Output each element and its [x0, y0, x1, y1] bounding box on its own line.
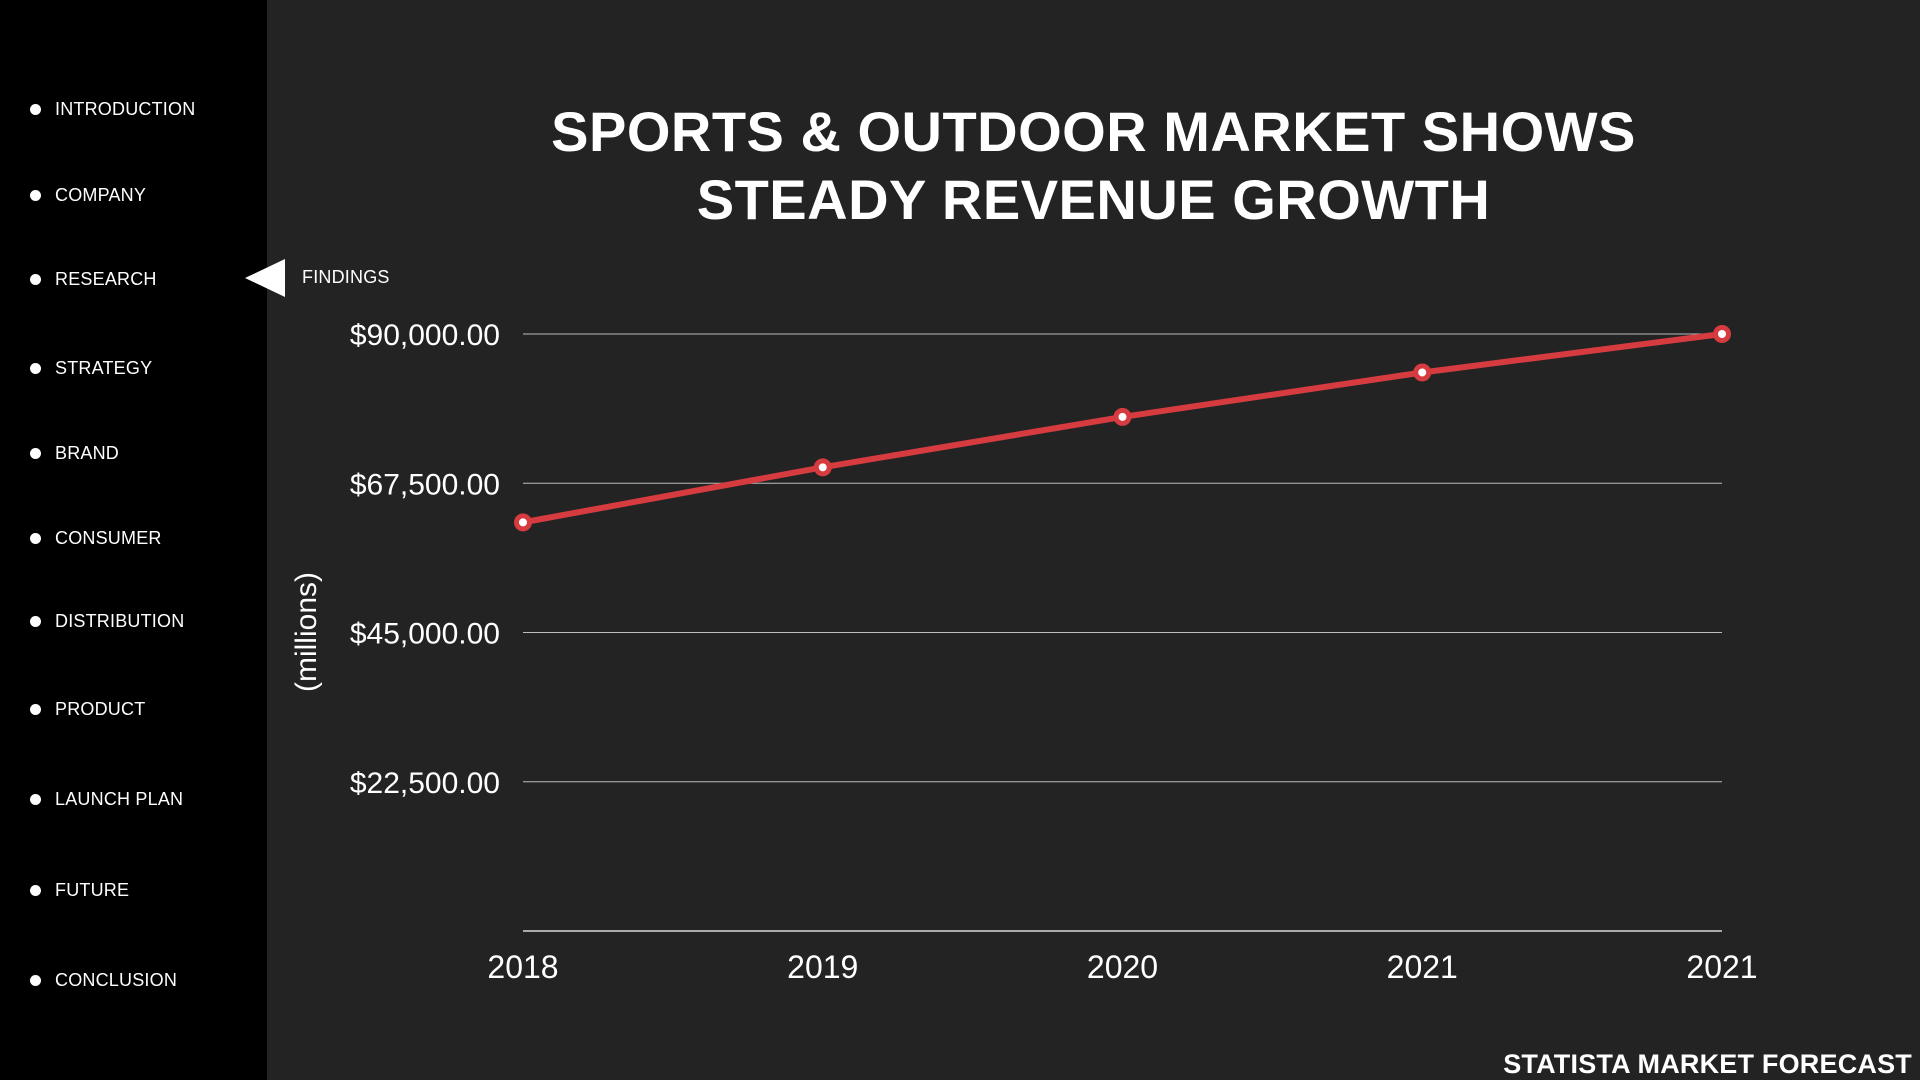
- nav-item-product[interactable]: PRODUCT: [30, 697, 145, 721]
- bullet-icon: [30, 189, 41, 201]
- chart-x-tick-label: 2020: [1087, 949, 1158, 985]
- bullet-icon: [30, 447, 41, 459]
- chart-data-point-center: [519, 518, 527, 527]
- bullet-icon: [30, 615, 41, 627]
- title-line-2: STEADY REVENUE GROWTH: [696, 168, 1491, 231]
- nav-item-label: FUTURE: [55, 879, 130, 900]
- sidebar-nav: INTRODUCTION COMPANY RESEARCH STRATEGY B…: [0, 0, 267, 1080]
- title-line-1: SPORTS & OUTDOOR MARKET SHOWS: [551, 100, 1636, 163]
- nav-item-label: INTRODUCTION: [55, 98, 196, 119]
- bullet-icon: [30, 532, 41, 544]
- chart-x-tick-label: 2021: [1387, 949, 1458, 985]
- chart-series: [514, 325, 1731, 532]
- bullet-icon: [30, 974, 41, 986]
- chart-y-tick-label: $67,500.00: [350, 468, 500, 501]
- active-section-pointer-icon: [245, 259, 285, 297]
- nav-item-label: LAUNCH PLAN: [55, 788, 184, 809]
- nav-item-conclusion[interactable]: CONCLUSION: [30, 968, 177, 992]
- chart-data-point-center: [818, 463, 827, 472]
- bullet-icon: [30, 362, 41, 374]
- nav-item-strategy[interactable]: STRATEGY: [30, 356, 152, 380]
- nav-item-consumer[interactable]: CONSUMER: [30, 526, 162, 550]
- chart-x-tick-label: 2021: [1686, 949, 1757, 985]
- nav-item-introduction[interactable]: INTRODUCTION: [30, 97, 195, 121]
- nav-item-label: STRATEGY: [55, 357, 153, 378]
- nav-item-label: CONCLUSION: [55, 969, 178, 990]
- nav-item-brand[interactable]: BRAND: [30, 441, 119, 465]
- page-title: SPORTS & OUTDOOR MARKET SHOWS STEADY REV…: [267, 98, 1920, 234]
- chart-y-tick-label: $90,000.00: [350, 319, 500, 352]
- chart-y-tick-label: $22,500.00: [350, 767, 500, 800]
- bullet-icon: [30, 703, 41, 715]
- chart-data-point-center: [1418, 368, 1427, 377]
- nav-item-label: COMPANY: [55, 184, 147, 205]
- chart-series-line: [520, 331, 1725, 526]
- nav-item-distribution[interactable]: DISTRIBUTION: [30, 609, 184, 633]
- chart-x-tick-labels: 2018 2019 2020 2021 2021: [487, 949, 1757, 985]
- nav-item-future[interactable]: FUTURE: [30, 878, 129, 902]
- chart-y-tick-labels: $22,500.00 $45,000.00 $67,500.00 $90,000.00: [350, 319, 500, 800]
- chart-y-axis-label: (millions): [290, 572, 323, 692]
- chart-data-point-center: [1718, 330, 1726, 338]
- nav-item-company[interactable]: COMPANY: [30, 183, 146, 207]
- chart-y-tick-label: $45,000.00: [350, 618, 500, 651]
- nav-item-label: RESEARCH: [55, 268, 157, 289]
- source-label: STATISTA MARKET FORECAST: [1503, 1049, 1912, 1079]
- nav-item-label: BRAND: [55, 442, 120, 463]
- nav-item-research[interactable]: RESEARCH: [30, 267, 157, 291]
- chart-x-tick-label: 2018: [487, 949, 558, 985]
- nav-item-label: CONSUMER: [55, 527, 162, 548]
- bullet-icon: [30, 273, 41, 285]
- bullet-icon: [30, 103, 41, 115]
- nav-item-launch-plan[interactable]: LAUNCH PLAN: [30, 787, 183, 811]
- nav-item-label: DISTRIBUTION: [55, 610, 185, 631]
- bullet-icon: [30, 884, 41, 896]
- active-subsection-label: FINDINGS: [302, 267, 390, 287]
- chart-data-point-center: [1118, 412, 1127, 421]
- nav-item-label: PRODUCT: [55, 698, 146, 719]
- bullet-icon: [30, 793, 41, 805]
- chart-x-tick-label: 2019: [787, 949, 858, 985]
